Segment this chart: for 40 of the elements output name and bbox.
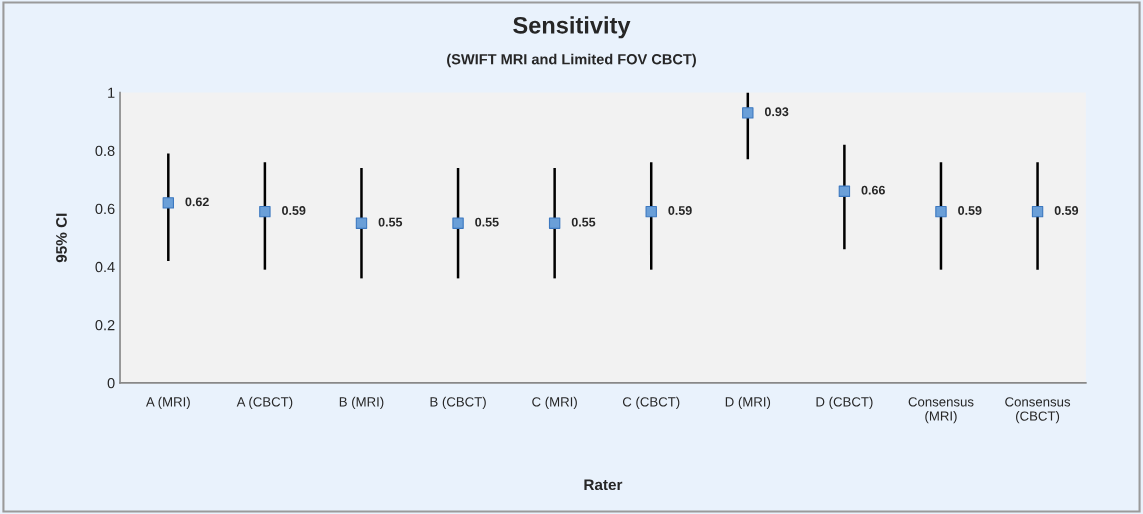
point [259,205,271,218]
data-label: 0.59 [1054,206,1079,215]
data-label: 0.55 [378,217,403,227]
point [742,107,754,119]
data-label: 0.59 [668,206,692,215]
x-tick-label: A (CBCT) [236,396,293,410]
data-label: 0.59 [958,206,982,215]
data-label: 0.55 [571,217,596,227]
y-tick-label: 0.6 [95,203,115,215]
x-tick-label: A (MRI) [145,396,190,410]
y-tick-label: 1 [108,87,115,98]
x-tick-label: C (CBCT) [622,396,680,410]
data-label: 0.93 [764,107,789,117]
point [355,217,368,229]
data-label: 0.55 [475,217,499,227]
x-tick-label: D (MRI) [725,396,771,410]
x-tick-label: Consensus (CBCT) [1005,397,1071,424]
y-tick-label: 0.8 [95,145,115,157]
x-tick-label: Consensus (MRI) [908,397,974,424]
y-tick-label: 0 [107,378,115,389]
point [935,205,947,218]
point [1031,205,1044,218]
chart-title: Sensitivity [513,16,631,39]
y-tick-label: 0.4 [95,261,115,273]
point [162,197,175,209]
x-tick-label: D (CBCT) [816,396,873,410]
point [838,185,851,197]
x-axis-title: Rater [584,479,623,491]
x-tick-label: B (MRI) [339,396,384,410]
data-label: 0.62 [185,197,209,207]
y-axis-title: 95% CI [56,213,67,263]
x-tick-label: B (CBCT) [430,396,486,410]
chart-subtitle: (SWIFT MRI and Limited FOV CBCT) [447,53,696,68]
x-tick-label: C (MRI) [532,396,577,410]
point [452,217,464,229]
point [548,217,561,229]
data-label: 0.66 [861,185,885,195]
y-tick-label: 0.2 [95,319,115,331]
point [645,205,657,218]
data-label: 0.59 [282,206,306,215]
